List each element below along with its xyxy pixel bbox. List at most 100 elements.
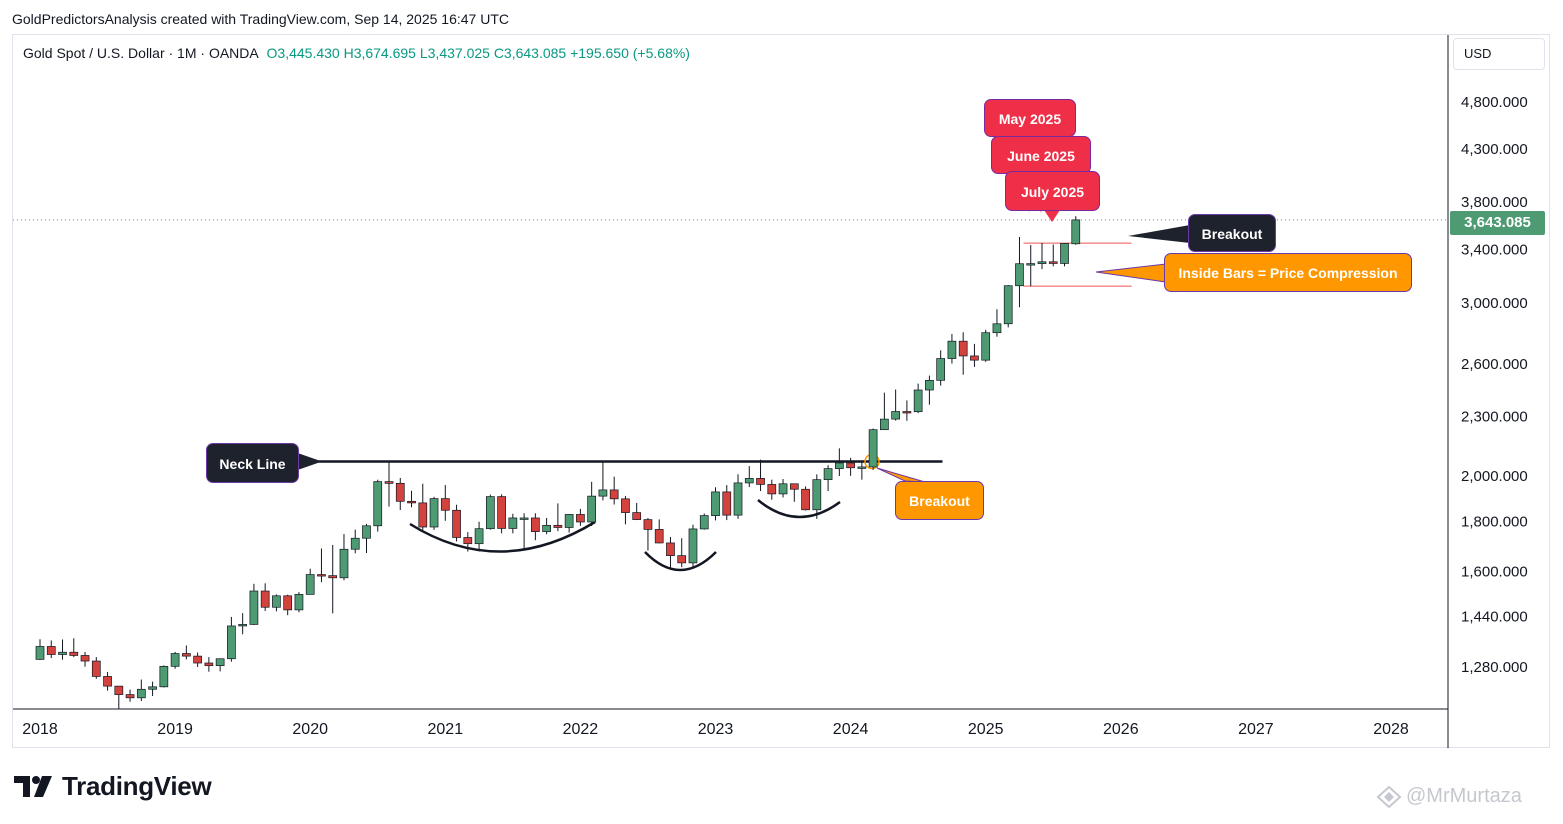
candle	[902, 400, 912, 421]
candle	[621, 495, 630, 525]
breakout-top-pointer	[1128, 225, 1190, 243]
candle	[542, 517, 551, 535]
candle	[846, 457, 855, 476]
candle-body	[91, 660, 101, 677]
candle	[1003, 285, 1013, 328]
candle-body	[812, 479, 822, 511]
candle	[756, 459, 765, 492]
candle	[148, 681, 157, 697]
neck-line-callout[interactable]: Neck Line	[206, 443, 299, 483]
candle-body	[801, 488, 810, 511]
candle-body	[981, 332, 991, 361]
candle-body	[159, 665, 169, 688]
candle	[880, 392, 889, 431]
last-price-label: 3,643.085	[1450, 211, 1545, 235]
candle	[666, 536, 675, 568]
candle-body	[789, 483, 799, 490]
july-2025-callout[interactable]: July 2025	[1005, 171, 1100, 211]
candle	[1048, 244, 1058, 267]
tradingview-brand-name: TradingView	[62, 770, 212, 801]
candle	[519, 513, 529, 549]
candle	[553, 503, 563, 532]
candle	[272, 594, 281, 612]
breakout-top-callout[interactable]: Breakout	[1188, 214, 1276, 252]
candle	[452, 504, 461, 542]
candle	[1071, 216, 1081, 245]
candle-body	[305, 574, 315, 595]
price-tick-label: 4,300.000	[1461, 141, 1528, 158]
candle-body	[429, 498, 439, 528]
candle-body	[531, 517, 540, 532]
candle	[103, 672, 112, 691]
candle-body	[1037, 261, 1047, 264]
breakout-bottom-callout[interactable]: Breakout	[895, 481, 984, 520]
candle-body	[80, 655, 90, 662]
candle-body	[609, 489, 619, 500]
candle-body	[418, 502, 428, 528]
candle	[970, 343, 979, 367]
candle	[238, 613, 247, 635]
candle-body	[643, 519, 653, 530]
candle-body	[767, 484, 777, 495]
candle-body	[564, 514, 574, 528]
candle	[114, 685, 124, 710]
candle-body	[497, 496, 506, 529]
candle-body	[474, 528, 484, 545]
candle-body	[834, 462, 844, 469]
candle	[677, 538, 687, 568]
candle-body	[857, 466, 867, 469]
candle	[305, 568, 315, 595]
candle	[609, 476, 619, 505]
candle-body	[170, 653, 180, 667]
candle-body	[970, 355, 979, 361]
may-2025-callout[interactable]: May 2025	[984, 99, 1076, 137]
tradingview-brand[interactable]: TradingView	[14, 770, 212, 802]
candle-body	[1071, 219, 1081, 245]
inside-bars-callout[interactable]: Inside Bars = Price Compression	[1164, 253, 1412, 292]
candle-body	[823, 468, 833, 481]
candle	[699, 513, 709, 530]
inside-bars-pointer	[1095, 263, 1167, 283]
currency-selector-button[interactable]: USD	[1453, 38, 1545, 70]
time-tick-label: 2025	[968, 721, 1004, 738]
june-2025-callout[interactable]: June 2025	[991, 136, 1091, 174]
neck-line-pointer	[299, 453, 322, 470]
candle	[654, 519, 664, 544]
candle-body	[182, 653, 191, 657]
candle	[440, 485, 450, 521]
candle	[485, 494, 495, 530]
candle-body	[227, 625, 236, 660]
time-tick-label: 2022	[563, 721, 599, 738]
candle	[373, 479, 383, 532]
candle-body	[936, 358, 946, 381]
candle	[249, 583, 259, 626]
candle	[857, 462, 867, 480]
pattern-arc-left	[409, 520, 596, 553]
candle-body	[598, 489, 608, 497]
candle	[350, 529, 360, 554]
candle	[227, 616, 236, 662]
pattern-arc-right	[757, 499, 841, 519]
candle	[182, 645, 191, 660]
candle	[395, 477, 405, 511]
candle-body	[722, 491, 732, 516]
candle	[328, 544, 338, 614]
candle-body	[249, 590, 259, 625]
candle	[260, 583, 270, 612]
candle-body	[373, 481, 383, 527]
candle-body	[384, 481, 394, 484]
candle	[722, 485, 732, 521]
candle-body	[654, 529, 664, 544]
price-tick-label: 2,300.000	[1461, 408, 1528, 425]
candle	[531, 513, 540, 541]
candle	[1037, 242, 1047, 270]
price-tick-label: 2,600.000	[1461, 356, 1528, 373]
breakout-bottom-pointer	[876, 467, 926, 483]
candle-body	[880, 418, 889, 431]
watermark-diamond-icon	[1376, 785, 1402, 808]
time-tick-label: 2024	[833, 721, 869, 738]
candle	[170, 651, 180, 669]
candle	[429, 496, 439, 530]
candle-body	[440, 498, 450, 511]
